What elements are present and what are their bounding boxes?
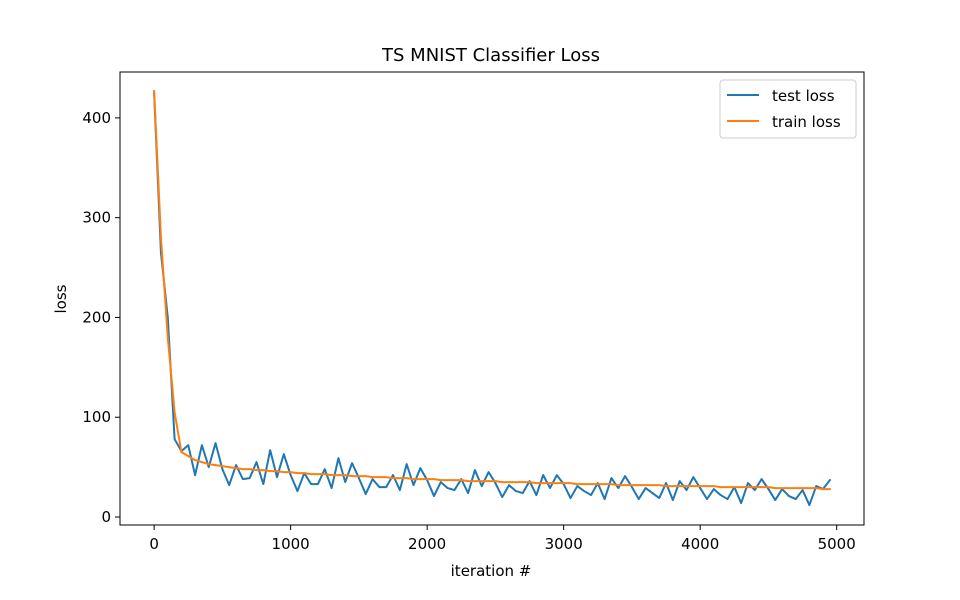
y-tick-label: 200 [82,308,111,326]
legend-label-test-loss: test loss [772,87,835,105]
series-line-test-loss [153,91,832,507]
x-axis-label: iteration # [451,562,532,580]
x-axis: 0 1000 2000 3000 4000 5000 [149,525,856,553]
plot-frame [119,71,865,526]
series-lines [153,89,832,507]
x-tick-label: 3000 [545,535,583,553]
x-tick-label: 5000 [818,535,856,553]
legend-label-train-loss: train loss [772,113,841,131]
y-axis: 0 100 200 300 400 [82,109,120,526]
y-tick-label: 0 [101,508,111,526]
x-tick-label: 2000 [408,535,446,553]
series-line-train-loss [153,89,831,491]
y-tick-label: 400 [82,109,111,127]
y-tick-label: 100 [82,408,111,426]
plot-area [120,72,864,525]
x-tick-label: 4000 [681,535,719,553]
x-tick-label: 0 [149,535,159,553]
chart-title: TS MNIST Classifier Loss [381,45,600,66]
legend: test loss train loss [719,79,857,139]
y-axis-label: loss [52,284,70,313]
y-tick-label: 300 [82,209,111,227]
x-tick-label: 1000 [272,535,310,553]
